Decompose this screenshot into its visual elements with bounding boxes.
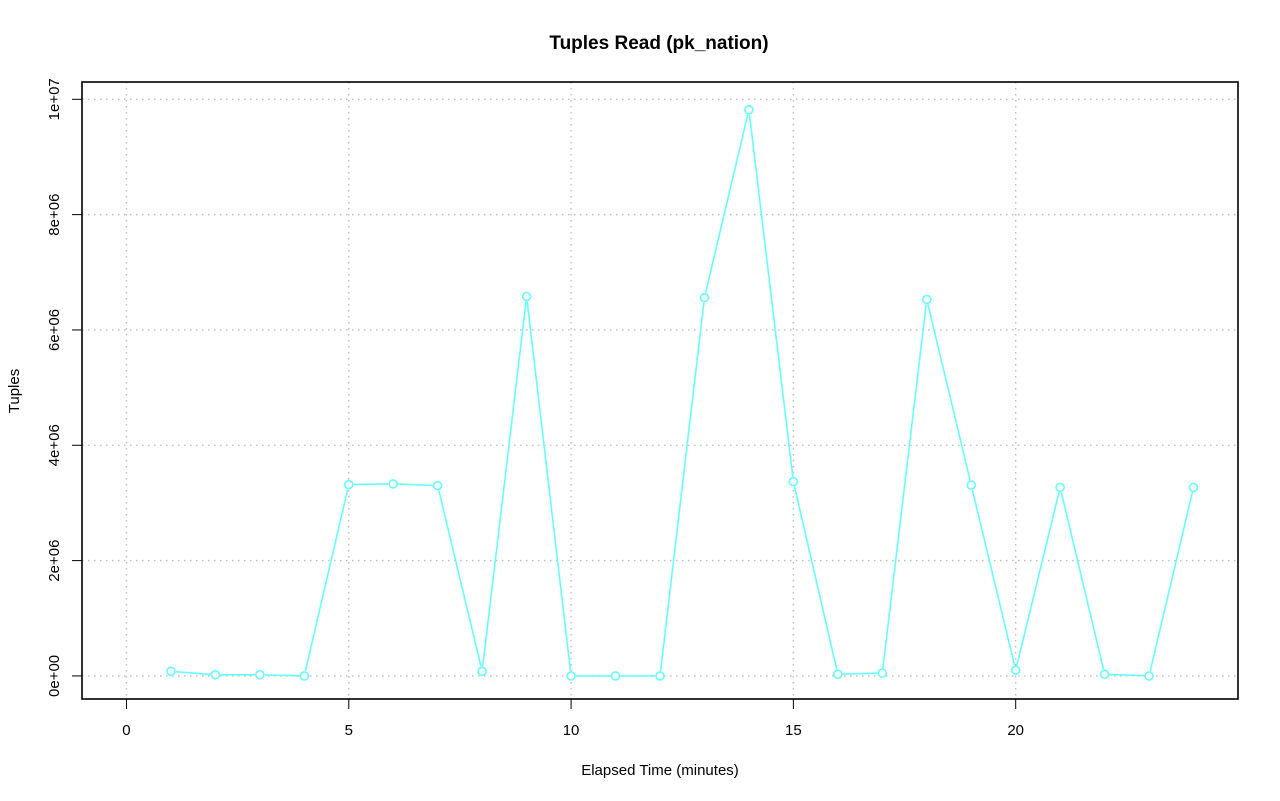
series-line-segment <box>264 674 300 677</box>
series-line-segment <box>398 483 433 487</box>
series-group <box>166 104 1199 681</box>
x-axis-label: Elapsed Time (minutes) <box>581 762 739 779</box>
chart-title: Tuples Read (pk_nation) <box>549 33 768 54</box>
series-line-segment <box>1109 673 1145 677</box>
y-axis: 0e+00 2e+06 4e+06 6e+06 8e+06 1e+07 <box>46 78 83 697</box>
data-point <box>1188 482 1199 493</box>
x-tick-label: 10 <box>563 722 580 739</box>
data-point <box>877 668 888 678</box>
series-line-segment <box>1060 492 1105 670</box>
data-point <box>521 291 532 302</box>
series-line-segment <box>748 114 794 477</box>
x-tick-label: 5 <box>345 722 353 739</box>
data-point <box>966 480 977 490</box>
x-tick-label: 0 <box>122 722 130 739</box>
series-line-segment <box>1149 492 1194 672</box>
data-point <box>610 671 621 681</box>
data-point <box>432 480 443 491</box>
data-point <box>210 669 221 680</box>
series-line-segment <box>1016 492 1060 666</box>
data-point <box>699 292 710 303</box>
series-line-segment <box>438 490 482 667</box>
data-point <box>1055 482 1065 493</box>
y-axis-label: Tuples <box>6 369 23 413</box>
y-tick-label: 0e+00 <box>46 655 63 697</box>
series-line-segment <box>175 670 211 676</box>
data-point <box>299 671 310 681</box>
data-point <box>255 669 265 680</box>
data-point <box>655 671 665 681</box>
series-line-segment <box>971 489 1016 666</box>
series-line-segment <box>304 489 349 672</box>
data-point <box>1144 671 1154 681</box>
series-line-segment <box>793 486 838 670</box>
y-tick-label: 2e+06 <box>46 540 63 582</box>
series-line-segment <box>927 304 971 481</box>
series-line-segment <box>481 301 527 667</box>
x-tick-label: 20 <box>1007 722 1024 739</box>
y-tick-label: 8e+06 <box>46 194 63 236</box>
data-point <box>788 476 799 487</box>
data-point <box>477 666 487 677</box>
data-point <box>833 669 843 680</box>
grid-lines <box>82 82 1238 699</box>
plot-frame <box>81 81 1239 700</box>
x-tick-label: 15 <box>785 722 802 739</box>
series-line-segment <box>882 304 927 669</box>
series-line-segment <box>526 301 572 672</box>
data-point <box>166 666 176 677</box>
data-point <box>343 479 354 490</box>
data-point <box>1099 669 1110 680</box>
y-tick-label: 4e+06 <box>46 424 63 466</box>
series-line-segment <box>842 672 878 675</box>
series-line-segment <box>704 114 749 293</box>
x-axis: 0 5 10 15 20 <box>122 698 1024 739</box>
data-point <box>744 104 754 115</box>
y-tick-label: 1e+07 <box>46 78 63 120</box>
data-point <box>921 294 932 305</box>
y-tick-label: 6e+06 <box>46 309 63 351</box>
data-point <box>388 479 399 489</box>
data-point <box>566 671 576 681</box>
series-line-segment <box>659 302 705 672</box>
data-point <box>1010 665 1021 675</box>
